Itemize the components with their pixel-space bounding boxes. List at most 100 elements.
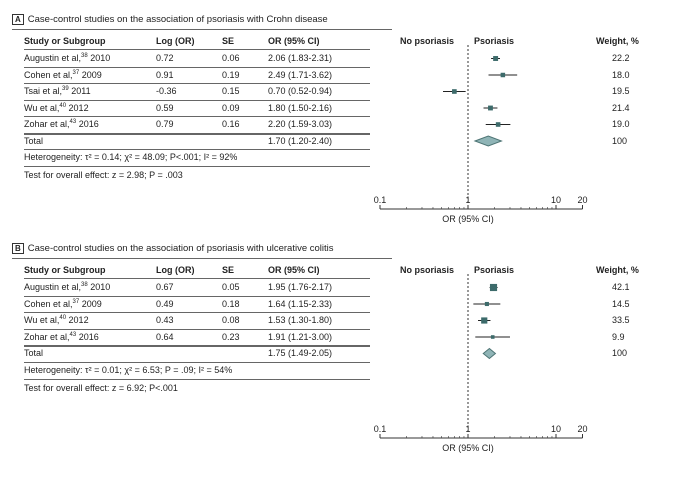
study-or-ci: 2.06 (1.83-2.31)	[268, 53, 333, 63]
divider	[24, 133, 370, 135]
study-or-ci: 2.49 (1.71-3.62)	[268, 69, 333, 80]
point-estimate-marker	[500, 72, 506, 78]
divider	[24, 361, 370, 363]
divider	[24, 49, 370, 50]
study-se: 0.23	[222, 331, 240, 342]
study-author: Cohen et al,	[24, 298, 73, 309]
study-ref: 37	[72, 69, 80, 76]
study-name: Tsai et al,39 2011	[24, 86, 91, 97]
study-year: 2010	[87, 53, 111, 63]
study-or-ci: 1.53 (1.30-1.80)	[268, 315, 333, 325]
point-estimate-marker	[452, 89, 457, 94]
header-no-psoriasis: No psoriasis	[400, 265, 455, 275]
header-no-psoriasis: No psoriasis	[400, 36, 455, 46]
study-log-or: 0.43	[156, 315, 174, 325]
header-psoriasis: Psoriasis	[474, 36, 515, 46]
study-author: Cohen et al,	[24, 69, 73, 80]
point-estimate-marker	[488, 105, 493, 111]
study-ref: 43	[69, 331, 77, 338]
study-name: Augustin et al,38 2010	[24, 53, 110, 64]
point-estimate-marker	[481, 317, 488, 324]
study-author: Zohar et al,	[24, 331, 70, 342]
study-name: Augustin et al,38 2010	[24, 282, 110, 293]
study-log-or: 0.49	[156, 298, 174, 309]
study-name: Zohar et al,43 2016	[24, 332, 99, 343]
study-year: 2012	[66, 315, 89, 325]
study-ref: 40	[59, 102, 67, 109]
study-se: 0.16	[222, 119, 240, 129]
divider	[24, 346, 370, 347]
point-estimate-marker	[493, 56, 499, 61]
divider	[12, 258, 392, 259]
divider	[24, 166, 370, 167]
divider	[24, 83, 370, 84]
forest-plot: 0.1 1 10 20 OR (95% CI)	[374, 45, 587, 224]
header-study: Study or Subgroup	[24, 36, 106, 46]
point-estimate-marker	[495, 122, 501, 127]
total-or-ci: 1.75 (1.49-2.05)	[268, 348, 333, 358]
study-weight: 9.9	[612, 331, 625, 342]
divider	[24, 116, 370, 117]
study-author: Augustin et al,	[24, 282, 82, 292]
study-year: 2011	[68, 86, 91, 96]
study-se: 0.08	[222, 315, 240, 325]
divider	[24, 278, 370, 279]
divider	[24, 345, 370, 346]
pooled-estimate-diamond	[473, 135, 503, 147]
study-year: 2016	[76, 119, 99, 129]
point-estimate-marker	[484, 301, 489, 307]
divider	[24, 66, 370, 68]
study-log-or: 0.72	[156, 53, 174, 63]
panel-letter: B	[12, 243, 24, 254]
study-weight: 18.0	[612, 69, 630, 80]
study-ref: 38	[81, 53, 88, 59]
study-weight: 19.5	[612, 86, 630, 96]
study-or-ci: 0.70 (0.52-0.94)	[268, 86, 333, 96]
study-name: Cohen et al,37 2009	[24, 70, 102, 81]
study-weight: 19.0	[612, 119, 630, 129]
divider	[24, 312, 370, 313]
point-estimate-marker	[489, 283, 498, 292]
header-or-ci: OR (95% CI)	[268, 36, 320, 46]
divider	[24, 132, 370, 134]
study-se: 0.09	[222, 102, 240, 113]
study-name: Wu et al,40 2012	[24, 103, 89, 114]
study-author: Augustin et al,	[24, 53, 82, 63]
x-tick-label: 20	[577, 195, 587, 205]
study-or-ci: 2.20 (1.59-3.03)	[268, 119, 333, 129]
total-weight: 100	[612, 135, 628, 146]
study-or-ci: 1.64 (1.15-2.33)	[268, 298, 333, 309]
heterogeneity-text: Heterogeneity: τ² = 0.01; χ² = 6.53; P =…	[24, 364, 233, 375]
study-ref: 37	[72, 298, 80, 305]
header-psoriasis: Psoriasis	[474, 265, 515, 275]
study-weight: 21.4	[612, 102, 630, 113]
x-axis-label: OR (95% CI)	[442, 214, 494, 224]
panel-caption: B Case-control studies on the association…	[12, 243, 334, 255]
divider	[24, 149, 370, 150]
x-tick-label: 0.1	[374, 424, 387, 434]
panel-caption: A Case-control studies on the association…	[12, 14, 328, 26]
header-or-ci: OR (95% CI)	[268, 265, 320, 275]
study-weight: 14.5	[612, 298, 630, 309]
header-se: SE	[222, 36, 235, 46]
panel-letter: A	[12, 14, 24, 25]
study-or-ci: 1.91 (1.21-3.00)	[268, 331, 333, 342]
divider	[12, 29, 392, 30]
header-weight: Weight, %	[596, 36, 639, 46]
study-ref: 39	[62, 86, 69, 92]
header-log-or: Log (OR)	[156, 265, 195, 275]
heterogeneity-text: Heterogeneity: τ² = 0.14; χ² = 48.09; P<…	[24, 152, 238, 162]
panel-title: Case-control studies on the association …	[27, 14, 328, 25]
study-se: 0.19	[222, 69, 240, 80]
study-log-or: 0.91	[156, 69, 174, 80]
study-year: 2016	[76, 331, 99, 342]
study-se: 0.15	[222, 86, 240, 96]
x-axis-label: OR (95% CI)	[442, 443, 494, 453]
study-year: 2009	[79, 298, 102, 309]
study-author: Zohar et al,	[24, 119, 70, 129]
total-label: Total	[24, 135, 44, 146]
study-log-or: 0.64	[156, 331, 174, 342]
study-ref: 43	[69, 119, 77, 125]
study-weight: 22.2	[612, 53, 630, 63]
total-label: Total	[24, 348, 44, 358]
